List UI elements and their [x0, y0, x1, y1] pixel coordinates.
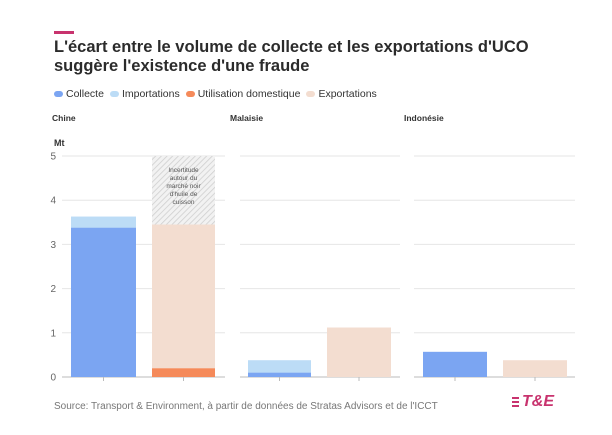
label-layer: Chine Incertitude autour du marché noir d'hu… [52, 113, 444, 206]
bar-segment [71, 227, 136, 377]
legend-label-utilisation: Utilisation domestique [197, 88, 301, 100]
uncertainty-hatch [152, 156, 215, 225]
legend-item-collecte: Collecte [54, 88, 104, 100]
legend-swatch-collecte [54, 91, 63, 97]
bar-segment [248, 360, 311, 373]
logo-mark-icon [512, 397, 519, 407]
bar-layer [71, 156, 567, 377]
y-tick-label: 4 [50, 196, 56, 207]
axis-layer: Mt 0 1 2 3 4 5 [50, 138, 64, 384]
panel-title: Chine [52, 113, 76, 123]
legend-item-utilisation: Utilisation domestique [185, 88, 301, 100]
panel-title: Indonésie [404, 113, 444, 123]
legend: Collecte Importations Utilisation domest… [54, 88, 377, 100]
bar-segment [423, 351, 487, 377]
bar-segment [152, 224, 215, 369]
title-accent-bar [54, 31, 74, 34]
bar-segment [327, 327, 391, 377]
bar-segment [503, 360, 567, 377]
legend-item-importations: Importations [109, 88, 180, 100]
y-tick-label: 3 [50, 240, 56, 251]
source-note: Source: Transport & Environment, à parti… [54, 401, 438, 412]
y-axis-unit-label: Mt [54, 138, 65, 148]
legend-label-collecte: Collecte [66, 88, 104, 100]
legend-label-importations: Importations [121, 88, 180, 100]
logo-text: T&E [522, 393, 554, 410]
y-tick-label: 2 [50, 284, 56, 295]
legend-swatch-exportations [306, 91, 316, 97]
bar-segment [71, 216, 136, 228]
bar-segment [152, 368, 215, 377]
legend-swatch-utilisation [185, 91, 195, 97]
bar-segment [248, 372, 311, 377]
y-tick-label: 5 [50, 152, 56, 163]
chart-title: L'écart entre le volume de collecte et l… [54, 38, 529, 75]
grid-layer [62, 155, 575, 381]
legend-item-exportations: Exportations [306, 88, 377, 100]
y-tick-label: 1 [50, 328, 56, 339]
legend-label-exportations: Exportations [318, 88, 377, 100]
panel-title: Malaisie [230, 113, 263, 123]
y-tick-label: 0 [50, 373, 56, 384]
uncertainty-annotation: Incertitude autour du marché noir d'huile d… [166, 167, 201, 206]
te-logo: T&E [512, 393, 554, 411]
legend-swatch-importations [109, 91, 119, 97]
